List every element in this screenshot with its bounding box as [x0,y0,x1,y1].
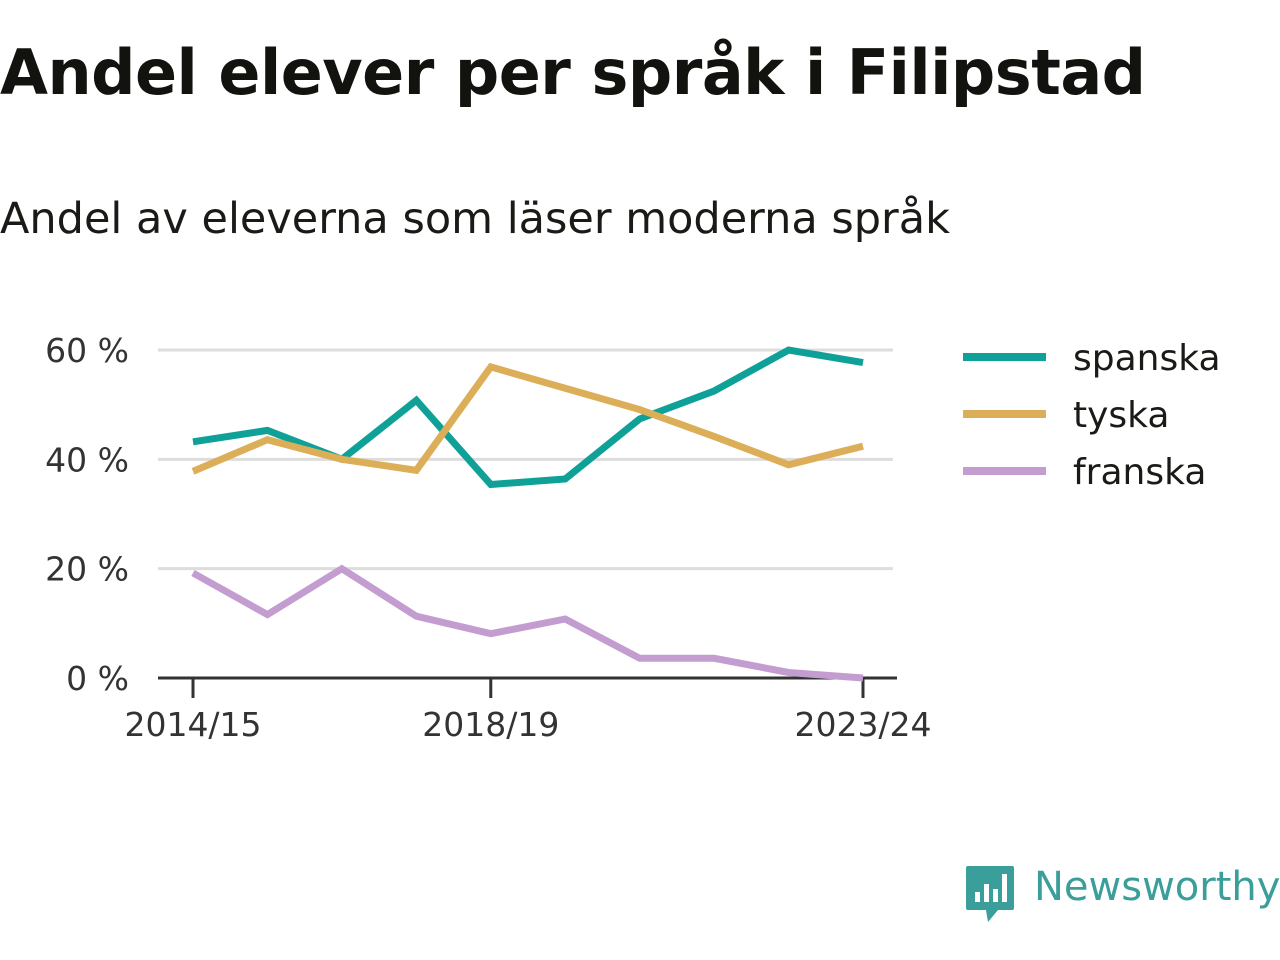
legend-label-franska: franska [1073,452,1206,493]
x-tick-label: 2018/19 [422,705,559,744]
chart-subtitle: Andel av eleverna som läser moderna språ… [0,194,950,244]
legend-label-tyska: tyska [1073,395,1169,436]
series-line-tyska [191,362,864,475]
series-line-spanska [192,346,864,489]
brand-logo: Newsworthy [964,864,1280,926]
legend-label-spanska: spanska [1073,338,1221,379]
x-tick-label: 2014/15 [124,705,261,744]
axes: 0 % 20 % 40 % 60 % 2014/15 2018/19 2023/24 [45,331,931,744]
legend: spanska tyska franska [963,338,1221,493]
chart-title: Andel elever per språk i Filipstad [0,36,1146,109]
series-line-franska [191,564,864,682]
series-lines [191,346,864,682]
newsworthy-logo-icon [966,866,1014,922]
brand-name: Newsworthy [1034,864,1280,910]
y-tick-label: 20 % [45,550,129,589]
y-tick-label: 0 % [66,659,129,698]
y-tick-label: 40 % [45,440,129,479]
y-tick-label: 60 % [45,331,129,370]
x-tick-label: 2023/24 [794,705,931,744]
